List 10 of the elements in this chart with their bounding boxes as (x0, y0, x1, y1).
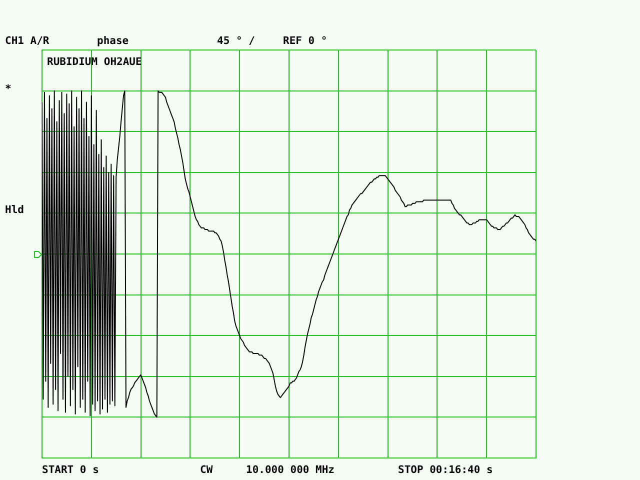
text: START 0 s (42, 464, 99, 476)
text: phase (97, 35, 129, 47)
text: Hld (5, 204, 24, 216)
text: REF 0 ° (283, 35, 328, 47)
text: 10.000 000 MHz (246, 464, 335, 476)
text: CW (200, 464, 213, 476)
text: STOP 00:16:40 s (398, 464, 493, 476)
text: CH1 A/R (5, 35, 50, 47)
text: * (5, 83, 12, 95)
text: 45 ° / (217, 35, 255, 47)
